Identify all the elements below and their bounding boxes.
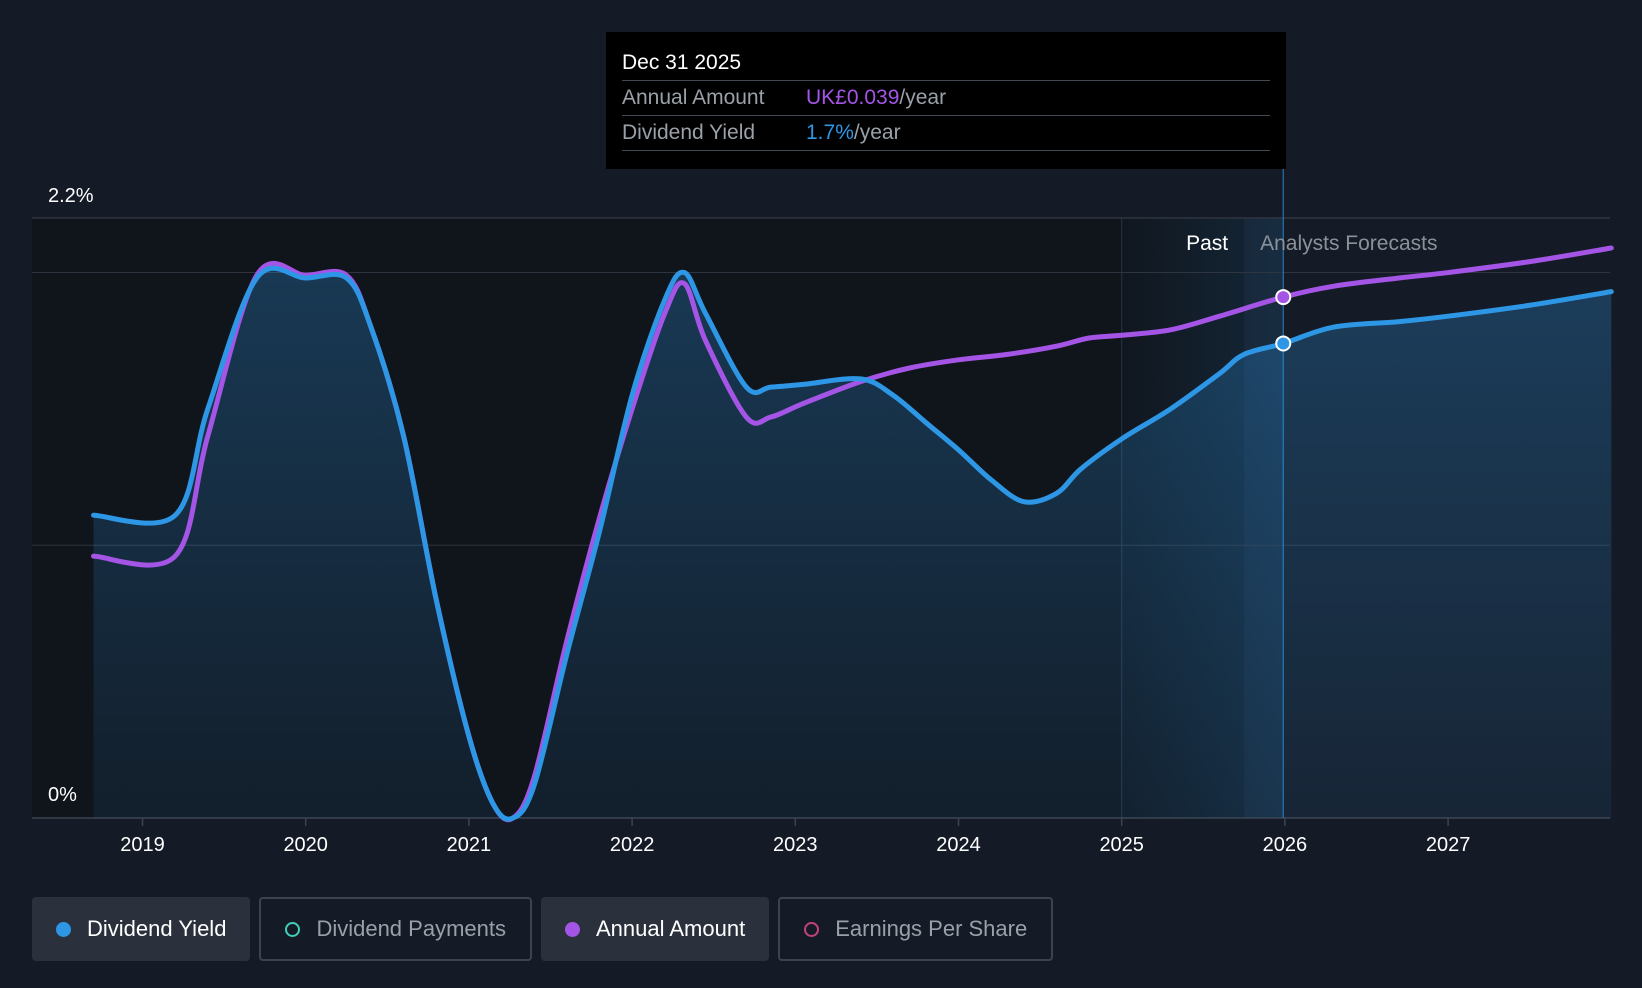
legend-dot-icon [56,921,71,937]
x-tick-label: 2021 [447,834,492,856]
dividend-yield-line [91,265,1614,822]
x-tick-label: 2024 [936,834,981,856]
dividend-yield-marker [1275,335,1292,352]
legend-dividend-yield[interactable]: Dividend Yield [32,897,251,961]
tooltip-dividend-yield-row: Dividend Yield 1.7% /year [622,116,1270,151]
legend-label: Annual Amount [595,916,746,941]
legend: Dividend Yield Dividend Payments Annual … [32,897,1054,961]
legend-ring-icon [285,921,301,937]
legend-annual-amount[interactable]: Annual Amount [540,897,770,961]
tooltip-annual-amount-unit: /year [899,86,947,109]
annual-amount-marker [1275,289,1292,306]
legend-dividend-payments[interactable]: Dividend Payments [259,897,532,961]
x-tick-label: 2022 [610,834,655,856]
y-tick-label-top: 2.2% [48,185,94,207]
legend-label: Dividend Payments [316,916,506,941]
y-tick-label-bottom: 0% [48,784,77,806]
legend-dot-icon [564,921,580,937]
past-label: Past [1186,232,1228,255]
tooltip-dividend-yield-unit: /year [853,121,901,144]
x-tick-label: 2019 [120,834,165,856]
tooltip-annual-amount-value: UK£0.039 [806,86,900,109]
tooltip-annual-amount-label: Annual Amount [622,86,765,109]
tooltip-dividend-yield-value: 1.7% [806,121,854,144]
legend-label: Dividend Yield [87,916,227,941]
dividend-yield-area [93,268,1612,820]
x-tick-label: 2020 [283,834,328,856]
x-tick-label: 2026 [1263,834,1308,856]
forecast-label: Analysts Forecasts [1260,232,1437,255]
tooltip-date: Dec 31 2025 [622,46,1270,81]
legend-ring-icon [804,921,820,937]
tooltip-dividend-yield-label: Dividend Yield [622,121,756,144]
x-tick-label: 2025 [1099,834,1144,856]
legend-label: Earnings Per Share [835,916,1028,941]
x-tick-label: 2023 [773,834,818,856]
x-tick-label: 2027 [1426,834,1471,856]
tooltip-annual-amount-row: Annual Amount UK£0.039 /year [622,81,1270,116]
tooltip: Dec 31 2025 Annual Amount UK£0.039 /year… [606,32,1286,169]
legend-earnings-per-share[interactable]: Earnings Per Share [778,897,1054,961]
